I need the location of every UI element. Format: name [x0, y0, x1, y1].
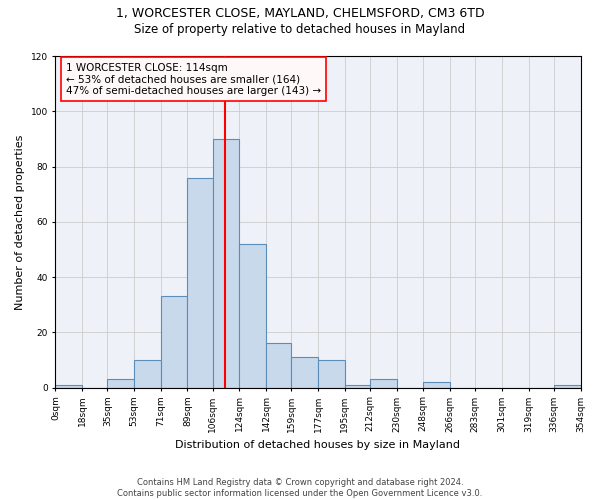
- Bar: [161, 296, 187, 388]
- Bar: [318, 360, 344, 388]
- Text: Contains HM Land Registry data © Crown copyright and database right 2024.
Contai: Contains HM Land Registry data © Crown c…: [118, 478, 482, 498]
- Bar: [266, 344, 291, 388]
- Bar: [239, 244, 266, 388]
- Text: 1 WORCESTER CLOSE: 114sqm
← 53% of detached houses are smaller (164)
47% of semi: 1 WORCESTER CLOSE: 114sqm ← 53% of detac…: [66, 62, 321, 96]
- Bar: [554, 385, 581, 388]
- Text: 1, WORCESTER CLOSE, MAYLAND, CHELMSFORD, CM3 6TD: 1, WORCESTER CLOSE, MAYLAND, CHELMSFORD,…: [116, 8, 484, 20]
- Bar: [212, 139, 239, 388]
- Bar: [187, 178, 212, 388]
- Bar: [291, 358, 318, 388]
- Bar: [55, 385, 82, 388]
- Bar: [107, 380, 134, 388]
- Bar: [423, 382, 450, 388]
- Bar: [370, 380, 397, 388]
- Y-axis label: Number of detached properties: Number of detached properties: [15, 134, 25, 310]
- X-axis label: Distribution of detached houses by size in Mayland: Distribution of detached houses by size …: [175, 440, 460, 450]
- Bar: [344, 385, 370, 388]
- Bar: [134, 360, 161, 388]
- Text: Size of property relative to detached houses in Mayland: Size of property relative to detached ho…: [134, 22, 466, 36]
